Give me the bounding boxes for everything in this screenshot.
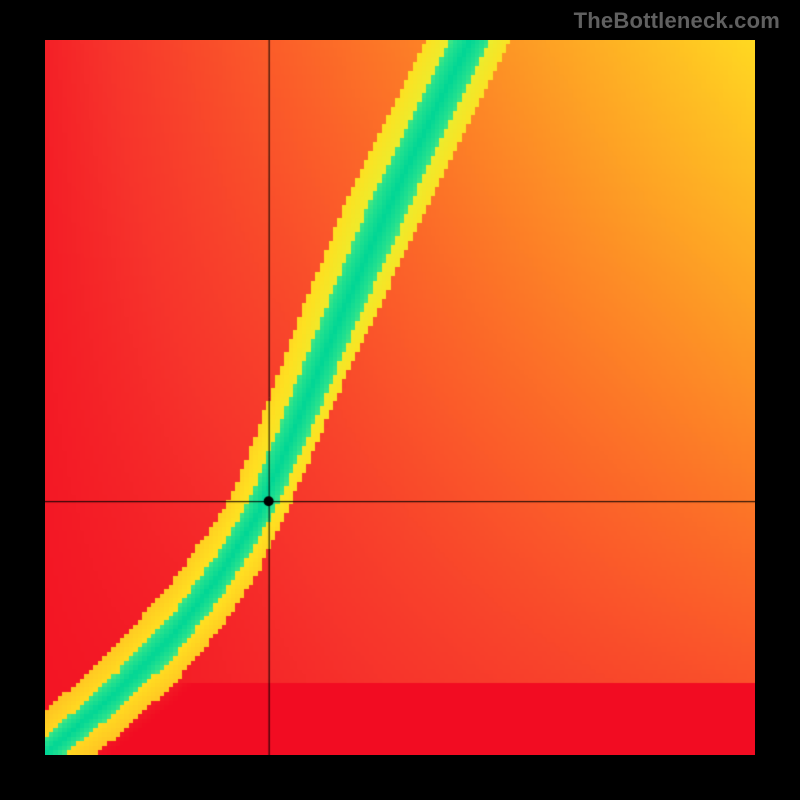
plot-area bbox=[45, 40, 755, 755]
watermark-text: TheBottleneck.com bbox=[574, 8, 780, 34]
figure-root: TheBottleneck.com bbox=[0, 0, 800, 800]
heatmap-canvas bbox=[45, 40, 755, 755]
